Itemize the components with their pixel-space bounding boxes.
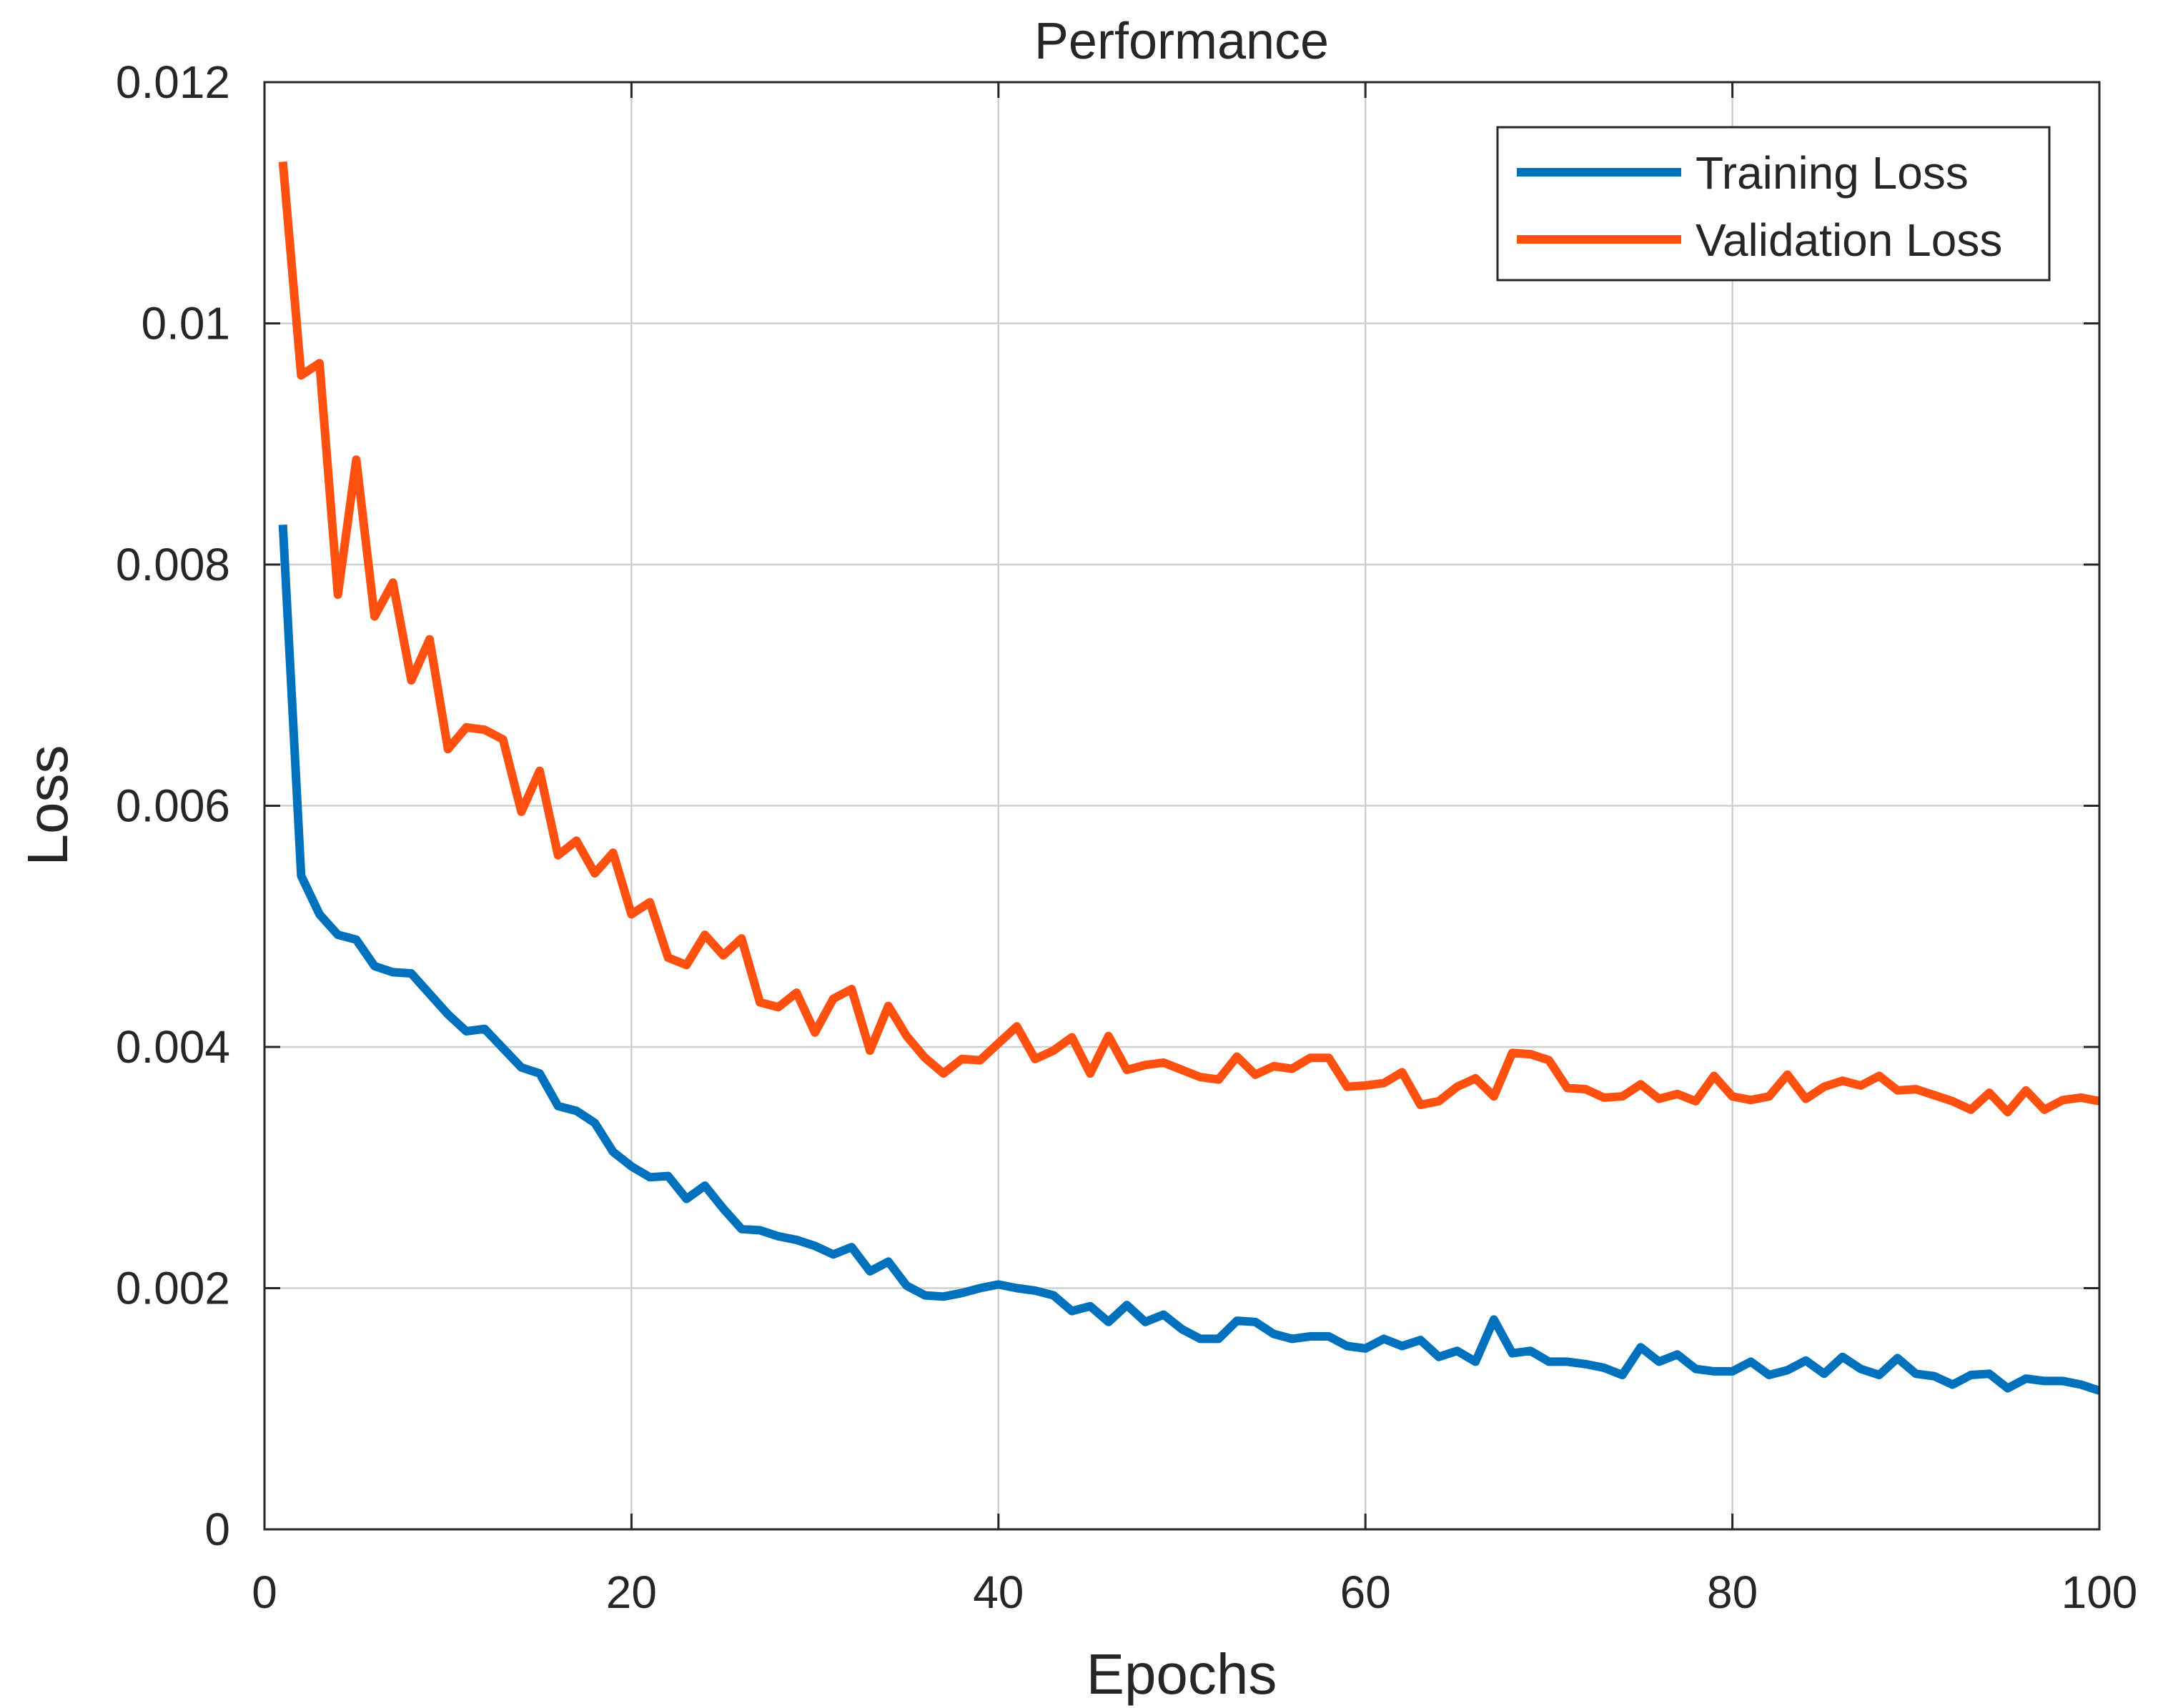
y-axis-label: Loss: [16, 745, 79, 866]
y-tick-label: 0: [204, 1504, 230, 1555]
x-tick-label: 60: [1340, 1567, 1391, 1618]
x-axis-label: Epochs: [1087, 1642, 1277, 1706]
legend-label-training-loss: Training Loss: [1696, 147, 1969, 199]
y-tick-label: 0.002: [116, 1263, 230, 1314]
y-tick-label: 0.008: [116, 539, 230, 590]
y-tick-label: 0.012: [116, 56, 230, 108]
x-tick-label: 0: [252, 1567, 277, 1618]
tick-marks: [263, 81, 2101, 1531]
x-tick-labels: 0 20 40 60 80 100: [252, 1567, 2137, 1618]
legend-box: [1496, 126, 2051, 282]
chart-title: Performance: [1034, 13, 1329, 70]
y-tick-labels: 0 0.002 0.004 0.006 0.008 0.01 0.012: [116, 56, 230, 1555]
series-line-training-loss: [278, 524, 2101, 1395]
y-tick-label: 0.004: [116, 1021, 230, 1073]
x-tick-label: 40: [973, 1567, 1024, 1618]
x-tick-label: 100: [2061, 1567, 2138, 1618]
legend-label-validation-loss: Validation Loss: [1696, 214, 2002, 266]
y-tick-label: 0.006: [116, 780, 230, 832]
series-line-validation-loss: [278, 161, 2101, 1117]
series-layer: [278, 161, 2101, 1395]
legend: Training Loss Validation Loss: [1496, 126, 2051, 282]
y-tick-label: 0.01: [141, 298, 230, 349]
x-tick-label: 20: [606, 1567, 657, 1618]
grid-lines: [264, 82, 2099, 1529]
x-tick-label: 80: [1707, 1567, 1758, 1618]
